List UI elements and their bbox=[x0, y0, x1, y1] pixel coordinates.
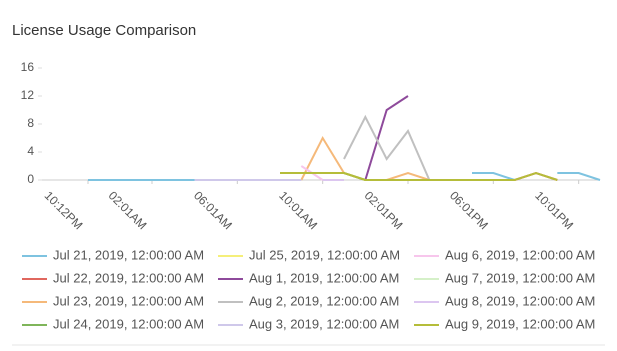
legend-label: Aug 3, 2019, 12:00:00 AM bbox=[249, 316, 399, 331]
series-line bbox=[364, 95, 409, 181]
y-tick-label: 4 bbox=[27, 144, 34, 158]
x-tick-label: 10:01AM bbox=[276, 188, 320, 232]
x-tick-label: 10:01PM bbox=[532, 188, 576, 232]
legend-label: Aug 2, 2019, 12:00:00 AM bbox=[249, 293, 399, 308]
legend-label: Jul 21, 2019, 12:00:00 AM bbox=[53, 247, 204, 262]
y-tick-label: 16 bbox=[21, 60, 35, 74]
series-line bbox=[88, 172, 601, 181]
legend-label: Aug 1, 2019, 12:00:00 AM bbox=[249, 270, 399, 285]
legend-label: Jul 23, 2019, 12:00:00 AM bbox=[53, 293, 204, 308]
x-tick-label: 06:01PM bbox=[447, 188, 491, 232]
x-tick-label: 02:01AM bbox=[106, 188, 150, 232]
legend-label: Aug 8, 2019, 12:00:00 AM bbox=[445, 293, 595, 308]
x-tick-label: 06:01AM bbox=[191, 188, 235, 232]
legend-label: Jul 24, 2019, 12:00:00 AM bbox=[53, 316, 204, 331]
legend-label: Aug 7, 2019, 12:00:00 AM bbox=[445, 270, 595, 285]
y-tick-label: 8 bbox=[27, 116, 34, 130]
legend-label: Aug 9, 2019, 12:00:00 AM bbox=[445, 316, 595, 331]
legend-label: Jul 22, 2019, 12:00:00 AM bbox=[53, 270, 204, 285]
series-line bbox=[280, 171, 558, 181]
y-tick-label: 12 bbox=[21, 88, 35, 102]
x-tick-label: 02:01PM bbox=[362, 188, 406, 232]
legend-label: Jul 25, 2019, 12:00:00 AM bbox=[249, 247, 400, 262]
legend-label: Aug 6, 2019, 12:00:00 AM bbox=[445, 247, 595, 262]
chart-title: License Usage Comparison bbox=[12, 22, 196, 39]
series-line bbox=[343, 114, 431, 181]
x-tick-label: 10:12PM bbox=[42, 188, 86, 232]
y-tick-label: 0 bbox=[27, 172, 34, 186]
